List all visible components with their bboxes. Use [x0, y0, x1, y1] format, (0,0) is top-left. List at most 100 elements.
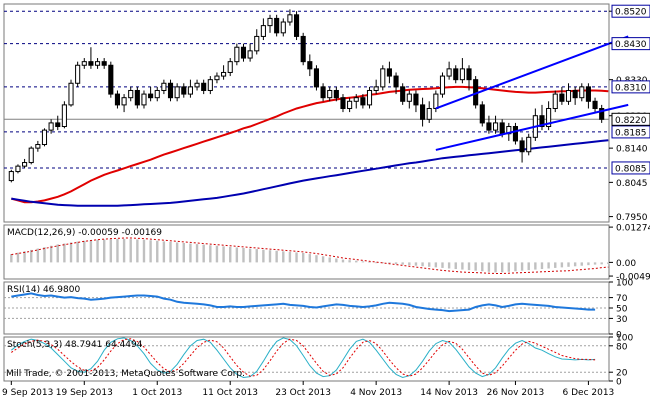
trendline-upper: [435, 35, 629, 110]
candle-body-down: [313, 68, 320, 88]
candle: [307, 54, 313, 77]
candle-body-down: [134, 89, 140, 106]
candle: [55, 115, 61, 131]
rsi-tick-label: 0: [616, 331, 622, 341]
macd-bar: [295, 252, 298, 263]
candle-body-down: [88, 61, 94, 66]
candle-body-down: [413, 93, 419, 106]
price-tick-label: 0.7950: [616, 213, 648, 223]
macd-bar: [268, 250, 272, 263]
candle-body-up: [426, 107, 432, 120]
candle: [380, 65, 386, 91]
candle-body-up: [15, 165, 21, 173]
candle-body-up: [22, 162, 28, 167]
candle: [512, 122, 519, 145]
macd-bar: [288, 251, 292, 263]
candle: [373, 79, 379, 95]
candle: [187, 79, 193, 98]
macd-bar: [182, 243, 185, 263]
candle: [94, 58, 101, 69]
macd-tick-label: 0.01274: [616, 224, 650, 234]
candle-body-down: [486, 122, 492, 131]
macd-bar: [315, 255, 318, 263]
candle-body-up: [227, 61, 233, 73]
candle-body-up: [234, 46, 240, 63]
candle: [406, 90, 412, 109]
candle: [340, 94, 346, 113]
macd-bar: [401, 262, 404, 265]
candle-body-up: [546, 107, 552, 128]
macd-bar: [567, 262, 570, 267]
macd-bar: [156, 240, 159, 263]
candle: [174, 83, 180, 102]
candle: [154, 86, 160, 102]
macd-bar: [49, 245, 53, 263]
candle-body-up: [280, 21, 286, 34]
macd-bar: [275, 250, 278, 263]
candle: [61, 101, 67, 129]
candle: [479, 101, 485, 127]
macd-bar: [142, 239, 146, 263]
macd-bar: [242, 247, 245, 263]
macd-bar: [580, 262, 583, 266]
candle: [81, 58, 87, 69]
macd-bar: [554, 262, 557, 268]
candle-body-up: [260, 25, 266, 37]
candle: [459, 58, 465, 84]
rsi-tick-label: 70: [616, 294, 628, 304]
candle-body-up: [267, 17, 273, 27]
candle: [221, 65, 227, 80]
macd-bar: [441, 262, 444, 268]
candle: [565, 83, 572, 105]
candle: [333, 86, 339, 102]
candle-body-down: [274, 17, 280, 34]
level-label: 0.8520: [615, 8, 647, 18]
candle: [234, 43, 240, 66]
macd-bar: [96, 239, 99, 263]
macd-bar: [235, 247, 239, 263]
candle-body-down: [539, 115, 545, 128]
macd-bar: [487, 262, 491, 272]
macd-bar: [494, 262, 497, 273]
macd-bar: [341, 259, 345, 263]
stoch-tick-label: 20: [616, 369, 628, 379]
candle: [35, 140, 41, 152]
candle-body-down: [572, 89, 578, 99]
macd-bar: [600, 262, 603, 265]
candle-body-up: [214, 75, 220, 81]
macd-bar: [355, 260, 358, 263]
candle-body-up: [552, 93, 558, 109]
candle: [426, 101, 432, 123]
candle: [599, 104, 605, 123]
candle-body-up: [81, 61, 87, 66]
candle: [280, 18, 286, 37]
macd-bar: [328, 257, 331, 263]
candle-body-up: [61, 104, 67, 128]
macd-bar: [23, 251, 26, 263]
candle-body-down: [400, 86, 406, 102]
macd-bar: [10, 254, 13, 263]
macd-bar: [474, 262, 477, 271]
rsi-tick-label: 50: [616, 305, 628, 315]
candle-body-down: [201, 82, 207, 91]
candle: [386, 61, 392, 84]
macd-bar: [109, 239, 113, 263]
candle-body-down: [453, 68, 459, 81]
macd-bar: [202, 244, 205, 263]
x-tick-label: 14 Nov 2013: [420, 388, 478, 398]
macd-bar: [348, 260, 351, 263]
candle-body-up: [327, 89, 333, 99]
candle-body-up: [221, 71, 227, 77]
candle: [15, 164, 21, 174]
macd-bar: [136, 239, 139, 263]
level-label: 0.8085: [615, 164, 647, 174]
candle: [274, 14, 280, 37]
candle: [260, 18, 266, 41]
macd-bar: [229, 246, 232, 263]
candle: [413, 90, 419, 113]
level-label: 0.8185: [615, 128, 647, 138]
candle: [240, 43, 247, 62]
macd-bar: [461, 262, 464, 270]
candle: [313, 65, 320, 91]
